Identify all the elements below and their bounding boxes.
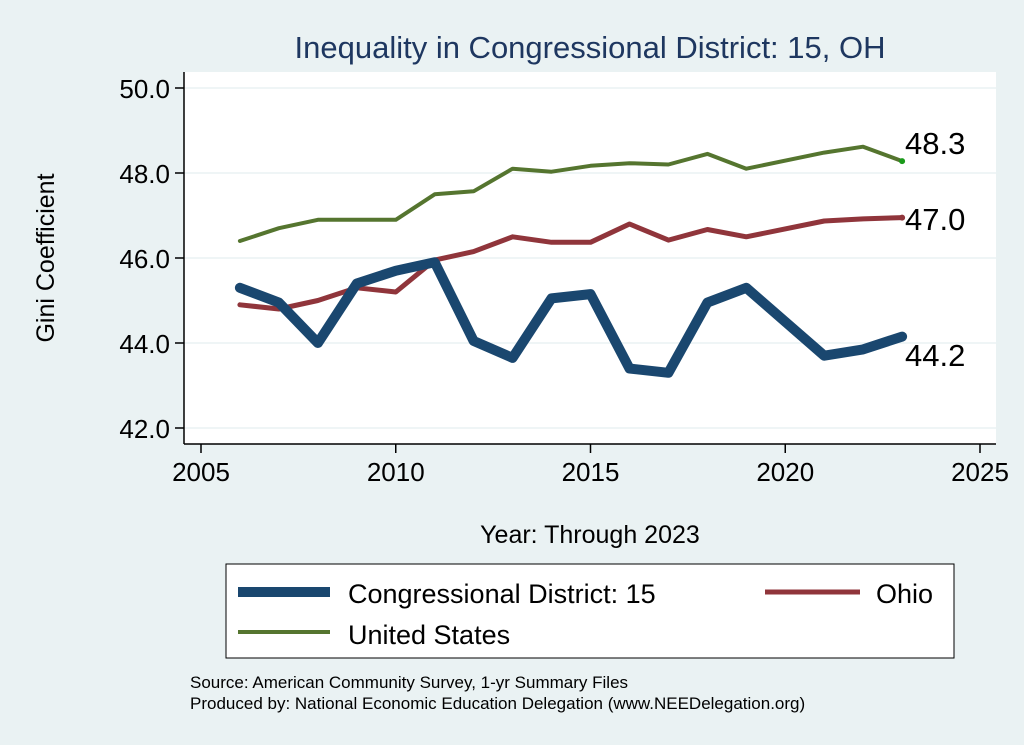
series-line <box>237 215 905 312</box>
series-end-point <box>899 158 906 165</box>
end-value-label: 44.2 <box>905 338 965 373</box>
y-tick-label: 50.0 <box>119 74 170 104</box>
x-axis-ticks: 2005 2010 2015 2020 2025 <box>172 444 1009 487</box>
end-labels: 44.2 47.0 48.3 <box>905 126 965 373</box>
x-tick-label: 2005 <box>172 457 230 487</box>
series-end-point <box>899 333 906 340</box>
series-lines <box>234 144 908 378</box>
series-end-point <box>899 214 906 221</box>
y-tick-label: 44.0 <box>119 329 170 359</box>
x-axis-label: Year: Through 2023 <box>480 521 700 549</box>
legend-label: United States <box>348 620 510 650</box>
produced-by-note: Produced by: National Economic Education… <box>190 694 805 713</box>
x-tick-label: 2020 <box>756 457 814 487</box>
legend-items: Congressional District: 15 Ohio United Sta… <box>238 579 933 650</box>
y-tick-label: 48.0 <box>119 159 170 189</box>
legend-label: Ohio <box>876 579 933 609</box>
legend-label: Congressional District: 15 <box>348 579 656 609</box>
series-line <box>237 144 905 243</box>
source-note: Source: American Community Survey, 1-yr … <box>190 673 628 692</box>
y-tick-label: 46.0 <box>119 244 170 274</box>
legend: Congressional District: 15 Ohio United Sta… <box>225 563 955 659</box>
chart-title: Inequality in Congressional District: 15… <box>295 30 886 65</box>
x-tick-label: 2015 <box>562 457 620 487</box>
end-value-label: 47.0 <box>905 202 965 237</box>
end-value-label: 48.3 <box>905 126 965 161</box>
legend-box <box>225 563 955 659</box>
y-axis-label: Gini Coefficient <box>32 173 60 342</box>
x-tick-label: 2025 <box>951 457 1009 487</box>
y-axis-ticks: 42.0 44.0 46.0 48.0 50.0 <box>119 74 184 444</box>
series-line <box>234 257 908 378</box>
y-tick-label: 42.0 <box>119 414 170 444</box>
x-tick-label: 2010 <box>367 457 425 487</box>
